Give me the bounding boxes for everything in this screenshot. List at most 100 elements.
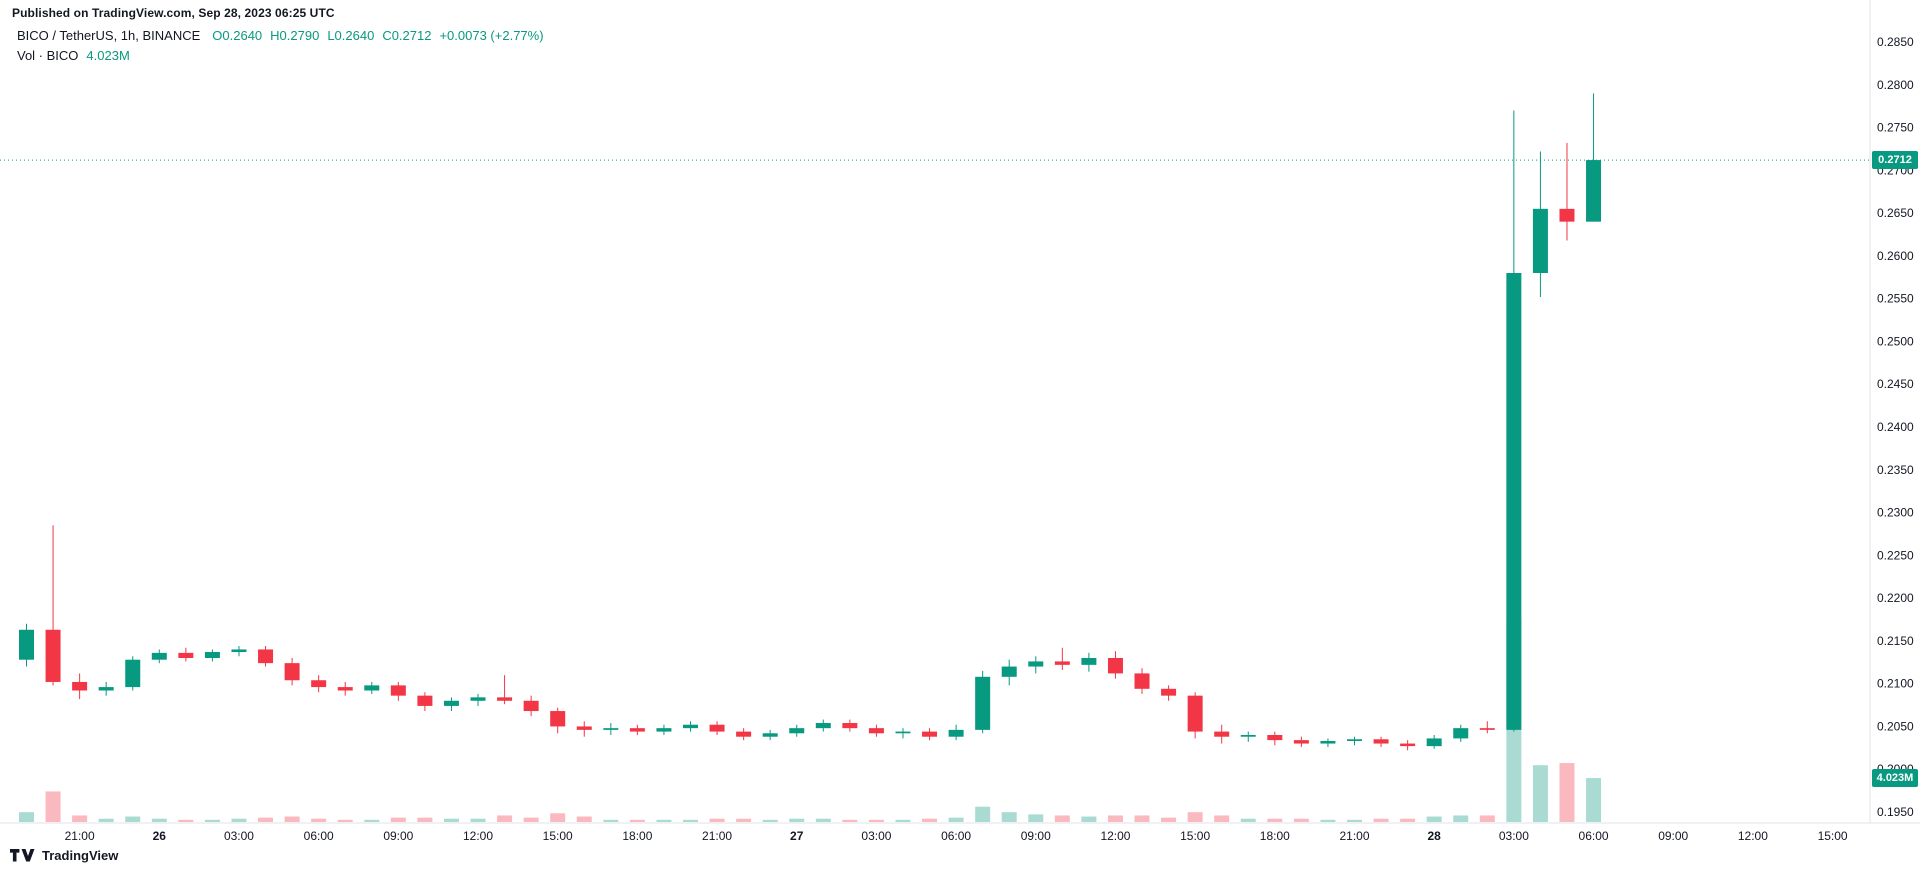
candle-body <box>1453 728 1469 739</box>
volume-bar <box>1400 818 1416 822</box>
price-tick-label[interactable]: 0.2300 <box>1877 506 1914 520</box>
volume-bar <box>523 817 539 822</box>
volume-bar <box>975 806 991 822</box>
candle-body <box>789 728 805 734</box>
candle-body <box>975 676 991 730</box>
volume-bar <box>922 818 938 822</box>
last-price-badge: 0.2712 <box>1872 151 1918 170</box>
time-tick-label[interactable]: 12:00 <box>1100 829 1130 843</box>
volume-bar <box>736 818 752 822</box>
time-tick-label[interactable]: 15:00 <box>1818 829 1848 843</box>
volume-bar <box>284 816 300 822</box>
volume-bar <box>1240 818 1256 822</box>
volume-bar <box>1373 818 1389 822</box>
tradingview-logo[interactable]: TradingView <box>10 848 118 863</box>
ohlc-high: H0.2790 <box>270 28 320 43</box>
price-tick-label[interactable]: 0.2450 <box>1877 377 1914 391</box>
price-tick-label[interactable]: 0.1950 <box>1877 805 1914 819</box>
volume-bar <box>629 819 645 822</box>
volume-bar <box>72 815 88 822</box>
volume-bar <box>1347 819 1362 822</box>
candle-body <box>576 726 592 730</box>
candle-body <box>1293 740 1309 744</box>
volume-bar <box>337 819 353 822</box>
time-tick-label[interactable]: 21:00 <box>1339 829 1369 843</box>
volume-bar <box>1479 815 1495 822</box>
volume-bar <box>470 818 486 822</box>
price-tick-label[interactable]: 0.2850 <box>1877 35 1914 49</box>
price-tick-label[interactable]: 0.2750 <box>1877 121 1914 135</box>
time-tick-label[interactable]: 26 <box>153 829 167 843</box>
time-tick-label[interactable]: 18:00 <box>622 829 652 843</box>
candle-body <box>895 731 911 734</box>
volume-bar <box>1267 818 1283 822</box>
time-tick-label[interactable]: 09:00 <box>1658 829 1688 843</box>
candle-body <box>1001 666 1017 677</box>
candle-body <box>1107 658 1123 674</box>
price-tick-label[interactable]: 0.2250 <box>1877 548 1914 562</box>
time-tick-label[interactable]: 03:00 <box>224 829 254 843</box>
time-tick-label[interactable]: 27 <box>790 829 804 843</box>
candle-body <box>1426 738 1442 747</box>
volume-bar <box>1187 812 1203 822</box>
time-tick-label[interactable]: 09:00 <box>1021 829 1051 843</box>
time-tick-label[interactable]: 28 <box>1428 829 1442 843</box>
time-tick-label[interactable]: 03:00 <box>861 829 891 843</box>
candle-body <box>337 687 353 691</box>
volume-bar <box>151 818 167 822</box>
volume-label: Vol · BICO <box>17 48 79 63</box>
volume-badge: 4.023M <box>1872 769 1918 788</box>
volume-bar <box>1001 812 1017 822</box>
volume-bar <box>1453 815 1469 822</box>
volume-value: 4.023M <box>86 48 130 63</box>
time-tick-label[interactable]: 21:00 <box>702 829 732 843</box>
time-tick-label[interactable]: 15:00 <box>543 829 573 843</box>
time-tick-label[interactable]: 12:00 <box>1738 829 1768 843</box>
price-tick-label[interactable]: 0.2150 <box>1877 634 1914 648</box>
candle-body <box>1506 273 1522 730</box>
volume-bar <box>868 819 884 822</box>
time-tick-label[interactable]: 12:00 <box>463 829 493 843</box>
candle-body <box>868 728 884 734</box>
price-tick-label[interactable]: 0.2650 <box>1877 206 1914 220</box>
price-tick-label[interactable]: 0.2600 <box>1877 249 1914 263</box>
price-tick-label[interactable]: 0.2500 <box>1877 334 1914 348</box>
price-tick-label[interactable]: 0.2550 <box>1877 292 1914 306</box>
candle-body <box>762 733 778 737</box>
price-tick-label[interactable]: 0.2800 <box>1877 78 1914 92</box>
ohlc-low: L0.2640 <box>327 28 375 43</box>
price-tick-label[interactable]: 0.2400 <box>1877 420 1914 434</box>
candle-body <box>311 680 327 688</box>
price-tick-label[interactable]: 0.2100 <box>1877 677 1914 691</box>
price-tick-label[interactable]: 0.2350 <box>1877 463 1914 477</box>
candle-body <box>656 728 672 732</box>
volume-bar <box>656 819 672 822</box>
candle-body <box>922 731 938 737</box>
time-tick-label[interactable]: 03:00 <box>1499 829 1529 843</box>
candle-body <box>497 697 513 701</box>
time-tick-label[interactable]: 21:00 <box>65 829 95 843</box>
volume-legend: Vol · BICO 4.023M <box>17 48 130 63</box>
time-tick-label[interactable]: 06:00 <box>304 829 334 843</box>
time-tick-label[interactable]: 09:00 <box>383 829 413 843</box>
volume-bar <box>1161 817 1177 822</box>
price-tick-label[interactable]: 0.2050 <box>1877 719 1914 733</box>
volume-bar <box>125 816 141 822</box>
volume-bar <box>497 815 513 822</box>
time-tick-label[interactable]: 06:00 <box>941 829 971 843</box>
candle-body <box>390 685 406 696</box>
candle-body <box>231 649 247 653</box>
time-tick-label[interactable]: 18:00 <box>1260 829 1290 843</box>
candle-body <box>19 629 34 660</box>
time-tick-label[interactable]: 06:00 <box>1579 829 1609 843</box>
volume-bar <box>683 819 698 822</box>
volume-bar <box>1054 815 1070 822</box>
tradingview-logo-icon <box>10 849 35 862</box>
volume-bar <box>443 818 459 822</box>
candle-body <box>72 681 88 691</box>
time-tick-label[interactable]: 15:00 <box>1180 829 1210 843</box>
price-tick-label[interactable]: 0.2200 <box>1877 591 1914 605</box>
volume-bar <box>231 818 247 822</box>
candle-body <box>258 649 274 664</box>
